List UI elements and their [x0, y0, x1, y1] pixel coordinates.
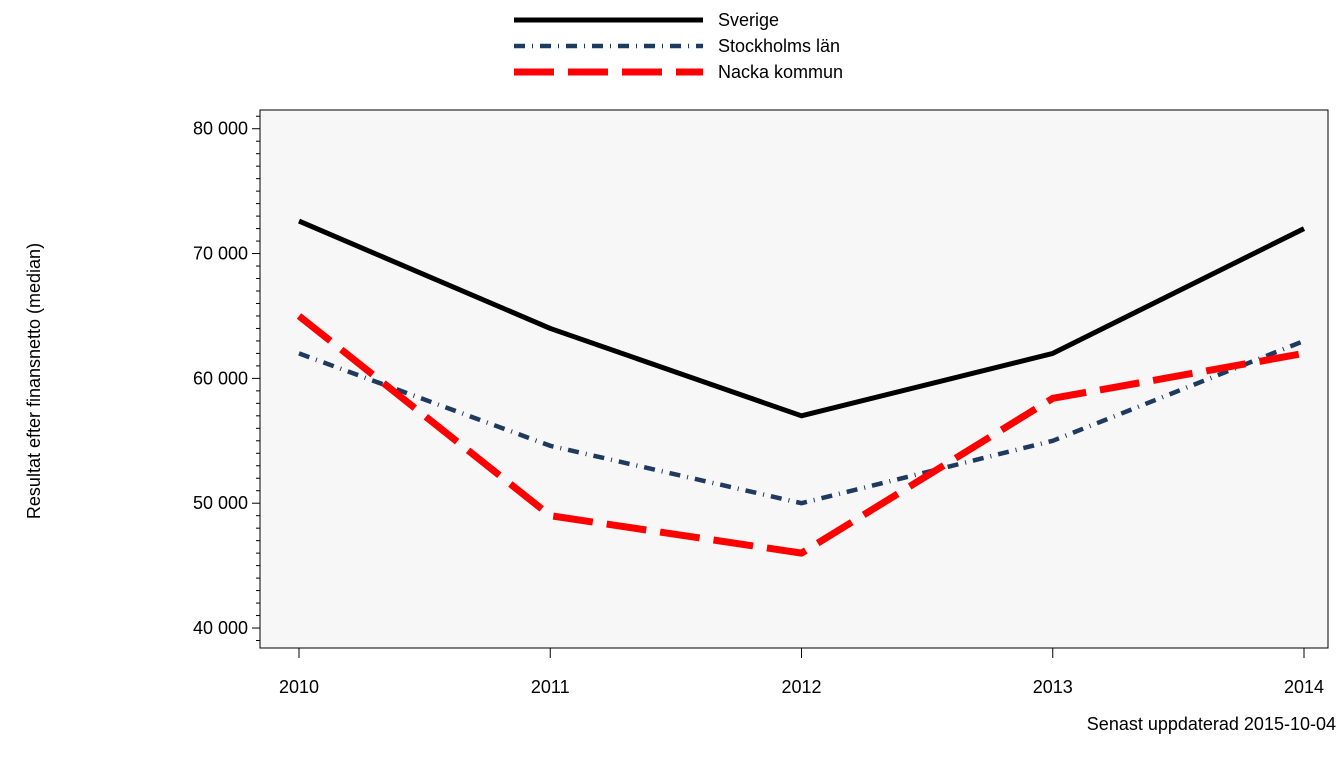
x-axis: 2010 2011 2012 2013 2014 [260, 647, 1328, 697]
y-tick-label: 70 000 [193, 244, 248, 264]
legend-label: Nacka kommun [718, 62, 843, 82]
y-tick-label: 50 000 [193, 493, 248, 513]
legend-label: Stockholms län [718, 36, 840, 56]
y-axis-title: Resultat efter finansnetto (median) [24, 243, 44, 519]
minor-ticks [256, 115, 260, 642]
x-tick-label: 2010 [279, 677, 319, 697]
series-line-2 [296, 313, 1305, 557]
y-tick-label: 40 000 [193, 618, 248, 638]
legend-label: Sverige [718, 10, 779, 30]
y-axis: 40 000 50 000 60 000 70 000 80 000 [193, 110, 261, 648]
y-tick-label: 80 000 [193, 119, 248, 139]
series-lines [296, 218, 1306, 557]
y-tick-label: 60 000 [193, 368, 248, 388]
series-line-1 [298, 338, 1305, 506]
x-tick-label: 2014 [1284, 677, 1324, 697]
x-tick-label: 2012 [781, 677, 821, 697]
series-line-0 [298, 218, 1306, 419]
x-tick-label: 2013 [1033, 677, 1073, 697]
legend: Sverige Stockholms län Nacka kommun [514, 10, 843, 82]
updated-note: Senast uppdaterad 2015-10-04 [1087, 714, 1336, 734]
x-tick-label: 2011 [531, 677, 570, 697]
